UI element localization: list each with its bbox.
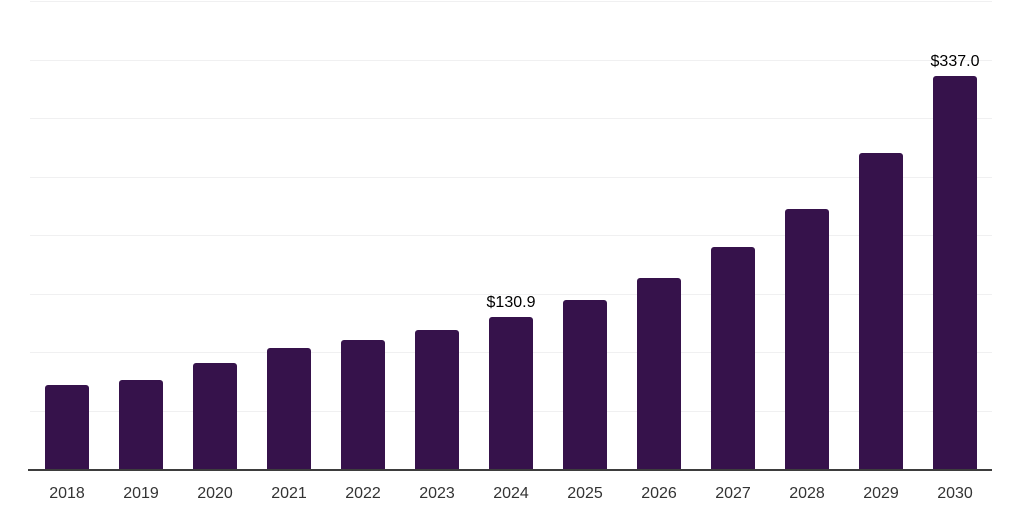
bar-2020[interactable] xyxy=(193,363,237,470)
bar-2025[interactable] xyxy=(563,300,607,470)
bar-slot-2027 xyxy=(696,2,770,470)
bar-2026[interactable] xyxy=(637,278,681,470)
bar-slot-2020 xyxy=(178,2,252,470)
x-tick-label-2027: 2027 xyxy=(715,485,751,502)
bar-slot-2022 xyxy=(326,2,400,470)
bar-slot-2023 xyxy=(400,2,474,470)
gridline-150 xyxy=(30,293,992,295)
data-label-2024: $130.9 xyxy=(486,293,536,311)
bar-2028[interactable] xyxy=(785,209,829,470)
bar-slot-2018 xyxy=(30,2,104,470)
bar-slot-2024: $130.9 xyxy=(474,2,548,470)
bar-slot-2030: $337.0 xyxy=(918,2,992,470)
x-tick-label-2026: 2026 xyxy=(641,485,677,502)
bar-slot-2028 xyxy=(770,2,844,470)
bar-2024[interactable] xyxy=(489,316,533,470)
data-label-2030: $337.0 xyxy=(930,52,980,70)
bar-2018[interactable] xyxy=(45,385,89,470)
bar-2030[interactable] xyxy=(933,75,977,470)
bar-slot-2025 xyxy=(548,2,622,470)
x-tick-label-2023: 2023 xyxy=(419,485,455,502)
x-tick-label-2025: 2025 xyxy=(567,485,603,502)
x-tick-label-2019: 2019 xyxy=(123,485,159,502)
gridline-250 xyxy=(30,176,992,178)
gridline-350 xyxy=(30,59,992,61)
bar-2019[interactable] xyxy=(119,380,163,470)
bar-2023[interactable] xyxy=(415,329,459,470)
x-tick-label-2020: 2020 xyxy=(197,485,233,502)
bar-slot-2021 xyxy=(252,2,326,470)
x-tick-label-2029: 2029 xyxy=(863,485,899,502)
x-tick-label-2024: 2024 xyxy=(493,485,529,502)
bar-slot-2026 xyxy=(622,2,696,470)
bar-slot-2029 xyxy=(844,2,918,470)
bar-2022[interactable] xyxy=(341,340,385,470)
gridline-300 xyxy=(30,118,992,119)
x-tick-label-2018: 2018 xyxy=(49,485,85,502)
bar-2027[interactable] xyxy=(711,247,755,470)
x-tick-label-2022: 2022 xyxy=(345,485,381,502)
x-axis-labels: 2018 2019 2020 2021 2022 2023 2024 2025 2026 2027… xyxy=(30,485,992,503)
bar-2029[interactable] xyxy=(859,152,903,470)
x-tick-label-2030: 2030 xyxy=(937,485,973,502)
gridline-200 xyxy=(30,235,992,236)
x-axis-line xyxy=(28,469,992,471)
bar-2021[interactable] xyxy=(267,348,311,470)
gridline-400 xyxy=(30,1,992,2)
bars-row: $130.9 $337.0 xyxy=(30,2,992,470)
bar-slot-2019 xyxy=(104,2,178,470)
plot-area: $130.9 $337.0 xyxy=(30,1,992,470)
x-tick-label-2021: 2021 xyxy=(271,485,307,502)
x-tick-label-2028: 2028 xyxy=(789,485,825,502)
